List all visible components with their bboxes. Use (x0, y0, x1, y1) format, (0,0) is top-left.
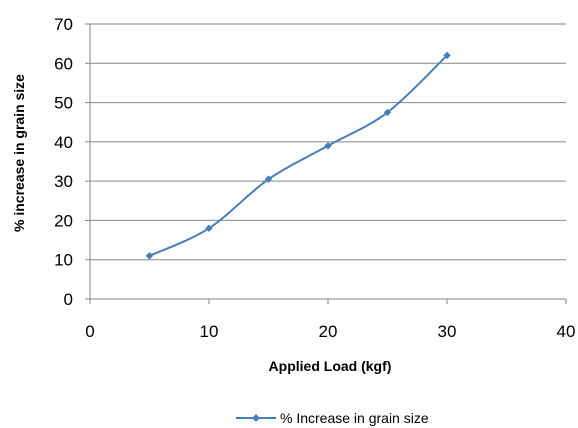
axes (85, 23, 567, 304)
x-axis-title: Applied Load (kgf) (269, 358, 392, 374)
tick-labels: 0 10 20 30 40 50 60 70 0 10 20 30 40 (54, 15, 575, 341)
y-tick-label: 10 (54, 251, 73, 270)
data-point (205, 224, 213, 233)
data-point (264, 175, 273, 184)
x-tick-label: 10 (200, 322, 219, 341)
data-point (383, 108, 392, 117)
x-tick-label: 20 (319, 322, 338, 341)
y-axis-title: % increase in grain size (11, 74, 27, 232)
legend-label: % Increase in grain size (280, 410, 429, 426)
y-tick-label: 50 (54, 94, 73, 113)
y-tick-label: 70 (54, 15, 73, 34)
y-tick-label: 40 (54, 133, 73, 152)
gridlines (90, 23, 566, 261)
y-tick-label: 20 (54, 211, 73, 230)
data-point (443, 51, 451, 60)
y-tick-label: 60 (54, 54, 73, 73)
series-layer (145, 51, 451, 260)
data-point (324, 141, 332, 150)
x-tick-label: 30 (438, 322, 457, 341)
series-line (149, 54, 448, 257)
legend-marker-icon (252, 414, 260, 422)
x-tick-label: 40 (557, 322, 576, 341)
legend: % Increase in grain size (236, 410, 429, 426)
y-tick-label: 0 (64, 290, 73, 309)
data-point (145, 251, 154, 260)
y-tick-label: 30 (54, 172, 73, 191)
x-tick-label: 0 (85, 322, 94, 341)
